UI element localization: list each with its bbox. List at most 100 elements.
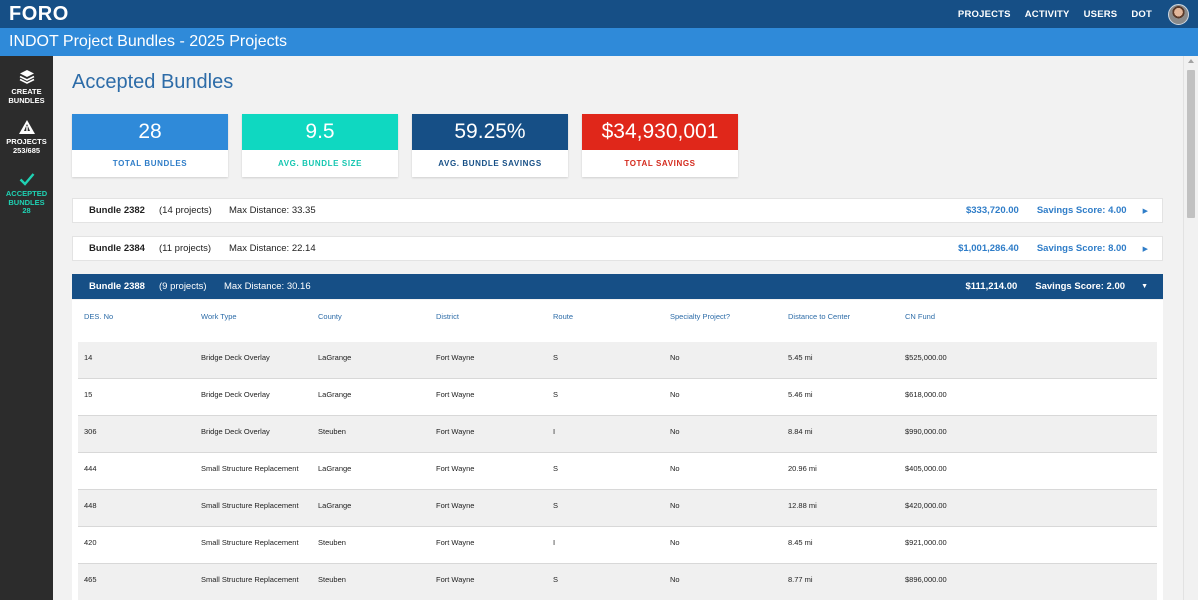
table-cell: Fort Wayne	[436, 390, 475, 399]
stat-avg-bundle-savings-value: 59.25%	[412, 114, 568, 150]
table-cell: No	[670, 538, 680, 547]
table-cell: Fort Wayne	[436, 464, 475, 473]
table-cell: No	[670, 427, 680, 436]
bundle-name: Bundle 2384	[89, 243, 145, 254]
foro-logo[interactable]: FORO	[9, 2, 69, 25]
table-cell: Fort Wayne	[436, 575, 475, 584]
table-cell: S	[553, 390, 559, 399]
table-cell: $618,000.00	[905, 390, 947, 399]
table-cell: 444	[84, 464, 97, 473]
table-cell: $990,000.00	[905, 427, 947, 436]
main-content: Accepted Bundles 28 TOTAL BUNDLES 9.5 AV…	[53, 56, 1183, 600]
sidebar-item-accepted-bundles[interactable]: ACCEPTED BUNDLES 28	[0, 170, 53, 216]
table-cell: I	[553, 538, 556, 547]
bundle-project-count: (11 projects)	[159, 243, 212, 254]
table-cell: S	[553, 464, 559, 473]
chevron-right-icon[interactable]: ▶	[1142, 207, 1148, 215]
col-route[interactable]: Route	[553, 312, 574, 321]
table-cell: Steuben	[318, 575, 346, 584]
page-header-bar: INDOT Project Bundles - 2025 Projects	[0, 28, 1198, 56]
table-cell: Small Structure Replacement	[201, 501, 299, 510]
bundle-row-2384[interactable]: Bundle 2384 (11 projects) Max Distance: …	[72, 236, 1163, 261]
table-cell: Bridge Deck Overlay	[201, 353, 270, 362]
nav-dot[interactable]: DOT	[1131, 8, 1152, 20]
table-cell: Small Structure Replacement	[201, 464, 299, 473]
table-cell: 8.84 mi	[788, 427, 813, 436]
col-district[interactable]: District	[436, 312, 459, 321]
sidebar-item-create-bundles[interactable]: CREATE BUNDLES	[0, 68, 53, 105]
col-work-type[interactable]: Work Type	[201, 312, 237, 321]
bundle-projects-table: DES. No Work Type County District Route …	[72, 300, 1163, 600]
table-cell: S	[553, 575, 559, 584]
table-cell: 420	[84, 538, 97, 547]
table-cell: Bridge Deck Overlay	[201, 427, 270, 436]
table-cell: Fort Wayne	[436, 427, 475, 436]
sidebar-create-label-1: CREATE	[11, 87, 42, 96]
table-cell: 8.45 mi	[788, 538, 813, 547]
table-cell: LaGrange	[318, 501, 352, 510]
chevron-down-icon[interactable]: ▼	[1141, 283, 1148, 290]
table-cell: No	[670, 390, 680, 399]
bundle-savings-score: Savings Score: 2.00	[1035, 281, 1126, 292]
table-cell: Fort Wayne	[436, 538, 475, 547]
table-row[interactable]: 444 Small Structure Replacement LaGrange Fo…	[78, 453, 1157, 490]
table-cell: S	[553, 501, 559, 510]
nav-projects[interactable]: PROJECTS	[957, 8, 1011, 20]
table-header: DES. No Work Type County District Route …	[72, 300, 1163, 342]
table-cell: $525,000.00	[905, 353, 947, 362]
stat-avg-bundle-savings: 59.25% AVG. BUNDLE SAVINGS	[412, 114, 568, 177]
nav-users[interactable]: USERS	[1083, 8, 1118, 20]
table-cell: 14	[84, 353, 93, 362]
sidebar-accepted-label-2: BUNDLES	[8, 197, 45, 207]
col-cn-fund[interactable]: CN Fund	[905, 312, 936, 321]
scroll-thumb[interactable]	[1187, 70, 1195, 218]
bundle-row-2382[interactable]: Bundle 2382 (14 projects) Max Distance: …	[72, 198, 1163, 223]
table-cell: Small Structure Replacement	[201, 538, 299, 547]
bundle-max-distance: Max Distance: 22.14	[229, 243, 316, 254]
col-specialty-project[interactable]: Specialty Project?	[670, 312, 731, 321]
bundle-row-2388[interactable]: Bundle 2388 (9 projects) Max Distance: 3…	[72, 274, 1163, 299]
table-cell: 12.88 mi	[788, 501, 817, 510]
sidebar-accepted-count: 28	[22, 206, 31, 215]
bundle-max-distance: Max Distance: 33.35	[229, 205, 316, 216]
scroll-up-arrow-icon[interactable]	[1188, 59, 1194, 63]
bundle-amount: $111,214.00	[965, 281, 1018, 292]
stat-total-bundles-label: TOTAL BUNDLES	[112, 159, 188, 168]
col-distance-to-center[interactable]: Distance to Center	[788, 312, 851, 321]
table-cell: 306	[84, 427, 97, 436]
table-cell: 15	[84, 390, 93, 399]
col-county[interactable]: County	[318, 312, 342, 321]
table-cell: No	[670, 464, 680, 473]
bundle-max-distance: Max Distance: 30.16	[224, 281, 311, 292]
table-row[interactable]: 448 Small Structure Replacement LaGrange Fo…	[78, 490, 1157, 527]
sidebar-accepted-label-1: ACCEPTED	[5, 189, 48, 198]
table-row[interactable]: 465 Small Structure Replacement Steuben For…	[78, 564, 1157, 600]
table-row[interactable]: 15 Bridge Deck Overlay LaGrange Fort Wayne S…	[78, 379, 1157, 416]
stat-avg-bundle-size-label: AVG. BUNDLE SIZE	[277, 159, 363, 168]
chevron-right-icon[interactable]: ▶	[1142, 245, 1148, 253]
table-cell: No	[670, 501, 680, 510]
sidebar-item-projects[interactable]: PROJECTS 253/685	[0, 118, 53, 155]
table-row[interactable]: 420 Small Structure Replacement Steuben For…	[78, 527, 1157, 564]
table-cell: 8.77 mi	[788, 575, 813, 584]
bundle-project-count: (9 projects)	[159, 281, 207, 292]
table-cell: $921,000.00	[905, 538, 947, 547]
bundle-savings-score: Savings Score: 4.00	[1036, 205, 1127, 216]
checkmark-icon	[19, 170, 35, 188]
sidebar: CREATE BUNDLES PROJECTS 253/685 ACCEPTED…	[0, 56, 53, 600]
stat-total-bundles-value: 28	[72, 114, 228, 150]
table-cell: I	[553, 427, 556, 436]
table-cell: $896,000.00	[905, 575, 947, 584]
table-cell: 5.45 mi	[788, 353, 813, 362]
table-cell: $420,000.00	[905, 501, 947, 510]
table-row[interactable]: 306 Bridge Deck Overlay Steuben Fort Wayne I…	[78, 416, 1157, 453]
vertical-scrollbar[interactable]	[1183, 56, 1198, 600]
col-des-no[interactable]: DES. No	[84, 312, 114, 321]
user-avatar[interactable]	[1168, 3, 1189, 25]
table-cell: No	[670, 353, 680, 362]
table-cell: 448	[84, 501, 97, 510]
stat-avg-bundle-size-value: 9.5	[242, 114, 398, 150]
nav-activity[interactable]: ACTIVITY	[1024, 8, 1070, 20]
bundle-amount: $1,001,286.40	[958, 243, 1019, 254]
table-row[interactable]: 14 Bridge Deck Overlay LaGrange Fort Wayne S…	[78, 342, 1157, 379]
